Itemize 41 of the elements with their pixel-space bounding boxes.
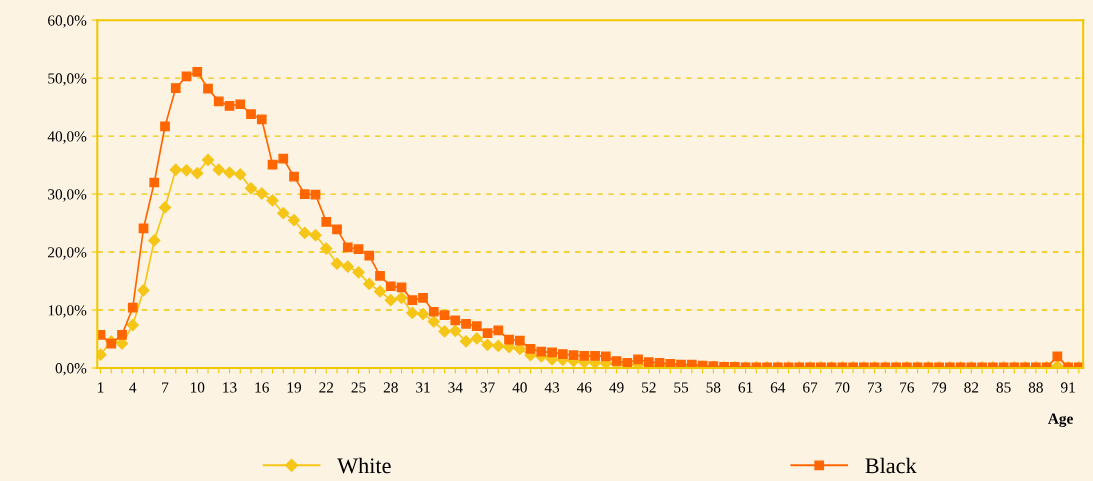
- x-tick-label: 52: [642, 382, 656, 393]
- legend-label: White: [337, 457, 391, 474]
- y-tick-label: 10,0%: [48, 305, 87, 318]
- x-tick-label: 85: [996, 382, 1011, 393]
- x-tick-label: 28: [383, 382, 398, 393]
- x-tick-label: 10: [190, 382, 205, 393]
- x-tick-label: 19: [287, 382, 302, 393]
- x-tick-label: 43: [544, 382, 560, 393]
- x-tick-label: 88: [1028, 382, 1043, 393]
- x-tick-label: 34: [448, 382, 463, 393]
- y-tick-label: 0,0%: [55, 363, 87, 376]
- x-tick-label: 1: [98, 382, 104, 393]
- y-tick-label: 30,0%: [48, 189, 87, 202]
- x-tick-label: 49: [609, 382, 624, 393]
- x-tick-label: 76: [900, 382, 915, 393]
- x-tick-label: 91: [1060, 382, 1075, 393]
- x-tick-label: 58: [706, 382, 721, 393]
- x-tick-label: 55: [674, 382, 689, 393]
- x-tick-label: 73: [867, 382, 882, 393]
- y-tick-label: 40,0%: [47, 131, 87, 144]
- x-tick-label: 37: [480, 382, 495, 393]
- x-tick-label: 70: [835, 382, 850, 393]
- x-tick-label: 64: [770, 382, 786, 393]
- x-tick-label: 79: [932, 382, 947, 393]
- legend-label: Black: [865, 457, 917, 474]
- x-tick-label: 7: [162, 382, 169, 393]
- x-tick-label: 82: [964, 382, 979, 393]
- x-tick-label: 4: [129, 382, 137, 393]
- x-tick-label: 13: [223, 382, 237, 393]
- x-tick-label: 16: [255, 382, 269, 393]
- x-tick-label: 40: [512, 382, 527, 393]
- y-tick-label: 50,0%: [48, 73, 87, 86]
- x-tick-label: 67: [803, 382, 818, 393]
- y-tick-label: 60,0%: [48, 15, 87, 28]
- x-tick-label: 61: [738, 382, 753, 393]
- y-tick-label: 20,0%: [48, 247, 87, 260]
- x-axis-title: Age: [1048, 413, 1073, 428]
- x-tick-label: 31: [416, 382, 430, 393]
- x-tick-label: 22: [319, 382, 334, 393]
- x-tick-label: 46: [576, 382, 592, 393]
- x-tick-label: 25: [351, 382, 366, 393]
